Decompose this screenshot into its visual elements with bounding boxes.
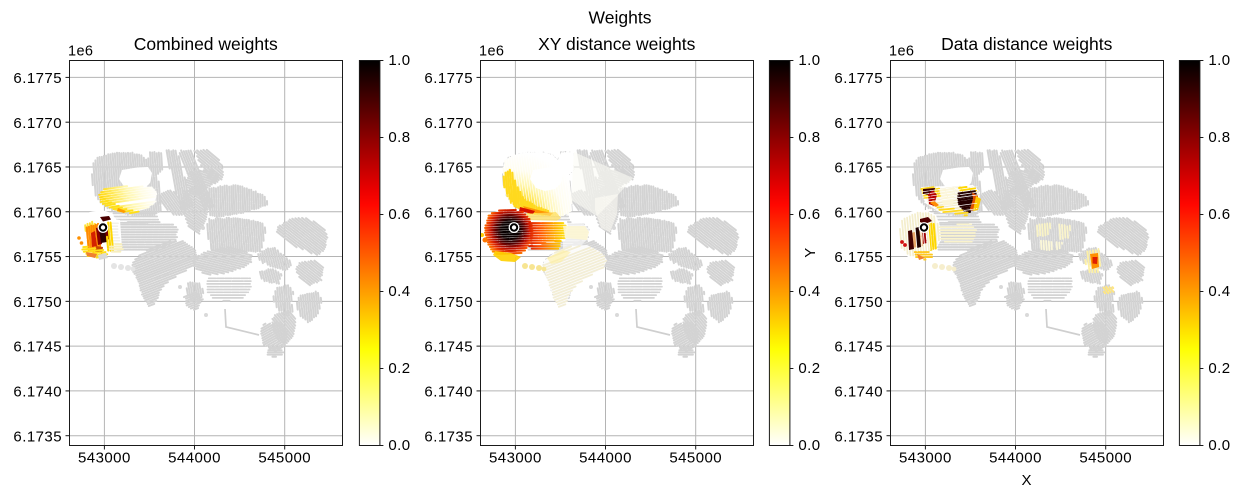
svg-text:Y: Y bbox=[802, 247, 819, 257]
svg-text:6.1735: 6.1735 bbox=[424, 428, 473, 445]
svg-text:6.1770: 6.1770 bbox=[13, 115, 62, 132]
svg-text:1e6: 1e6 bbox=[479, 44, 504, 60]
svg-text:544000: 544000 bbox=[579, 450, 632, 467]
svg-text:6.1755: 6.1755 bbox=[13, 249, 62, 266]
svg-text:0.6: 0.6 bbox=[1208, 206, 1230, 223]
svg-text:0.2: 0.2 bbox=[798, 360, 820, 377]
svg-text:6.1750: 6.1750 bbox=[424, 294, 473, 311]
svg-text:1e6: 1e6 bbox=[68, 44, 93, 60]
svg-text:0.8: 0.8 bbox=[388, 129, 410, 146]
svg-text:6.1745: 6.1745 bbox=[13, 339, 62, 356]
svg-text:X: X bbox=[1022, 472, 1032, 489]
svg-text:0.0: 0.0 bbox=[388, 437, 410, 454]
svg-text:0.4: 0.4 bbox=[1208, 283, 1230, 300]
svg-text:545000: 545000 bbox=[1079, 450, 1132, 467]
svg-text:6.1745: 6.1745 bbox=[424, 339, 473, 356]
svg-text:6.1765: 6.1765 bbox=[424, 160, 473, 177]
svg-text:0.0: 0.0 bbox=[798, 437, 820, 454]
svg-text:1e6: 1e6 bbox=[889, 44, 914, 60]
svg-text:6.1770: 6.1770 bbox=[834, 115, 883, 132]
svg-text:6.1770: 6.1770 bbox=[424, 115, 473, 132]
svg-text:6.1755: 6.1755 bbox=[834, 249, 883, 266]
svg-text:6.1735: 6.1735 bbox=[834, 428, 883, 445]
svg-text:6.1750: 6.1750 bbox=[834, 294, 883, 311]
svg-text:543000: 543000 bbox=[899, 450, 952, 467]
svg-text:6.1760: 6.1760 bbox=[13, 204, 62, 221]
svg-text:6.1745: 6.1745 bbox=[834, 339, 883, 356]
svg-text:544000: 544000 bbox=[168, 450, 221, 467]
svg-text:1.0: 1.0 bbox=[1208, 52, 1230, 69]
svg-text:6.1775: 6.1775 bbox=[834, 70, 883, 87]
svg-text:544000: 544000 bbox=[989, 450, 1042, 467]
svg-text:XY distance weights: XY distance weights bbox=[538, 34, 696, 54]
svg-text:545000: 545000 bbox=[258, 450, 311, 467]
svg-text:Combined weights: Combined weights bbox=[134, 34, 278, 54]
svg-text:6.1740: 6.1740 bbox=[834, 384, 883, 401]
svg-text:1.0: 1.0 bbox=[388, 52, 410, 69]
svg-text:543000: 543000 bbox=[78, 450, 131, 467]
svg-text:0.2: 0.2 bbox=[388, 360, 410, 377]
svg-text:6.1775: 6.1775 bbox=[13, 70, 62, 87]
svg-text:0.6: 0.6 bbox=[798, 206, 820, 223]
svg-text:6.1735: 6.1735 bbox=[13, 428, 62, 445]
svg-text:6.1765: 6.1765 bbox=[834, 160, 883, 177]
svg-text:0.8: 0.8 bbox=[798, 129, 820, 146]
svg-text:6.1760: 6.1760 bbox=[834, 204, 883, 221]
svg-text:1.0: 1.0 bbox=[798, 52, 820, 69]
svg-text:6.1740: 6.1740 bbox=[424, 384, 473, 401]
svg-text:0.4: 0.4 bbox=[798, 283, 820, 300]
svg-text:6.1765: 6.1765 bbox=[13, 160, 62, 177]
svg-text:0.4: 0.4 bbox=[388, 283, 410, 300]
svg-text:0.0: 0.0 bbox=[1208, 437, 1230, 454]
svg-text:6.1750: 6.1750 bbox=[13, 294, 62, 311]
svg-text:6.1740: 6.1740 bbox=[13, 384, 62, 401]
svg-text:6.1775: 6.1775 bbox=[424, 70, 473, 87]
svg-text:0.8: 0.8 bbox=[1208, 129, 1230, 146]
svg-text:6.1755: 6.1755 bbox=[424, 249, 473, 266]
svg-text:545000: 545000 bbox=[669, 450, 722, 467]
svg-text:Data distance weights: Data distance weights bbox=[941, 34, 1112, 54]
svg-text:6.1760: 6.1760 bbox=[424, 204, 473, 221]
svg-text:543000: 543000 bbox=[489, 450, 542, 467]
svg-text:0.6: 0.6 bbox=[388, 206, 410, 223]
svg-text:0.2: 0.2 bbox=[1208, 360, 1230, 377]
svg-text:Weights: Weights bbox=[589, 8, 652, 28]
